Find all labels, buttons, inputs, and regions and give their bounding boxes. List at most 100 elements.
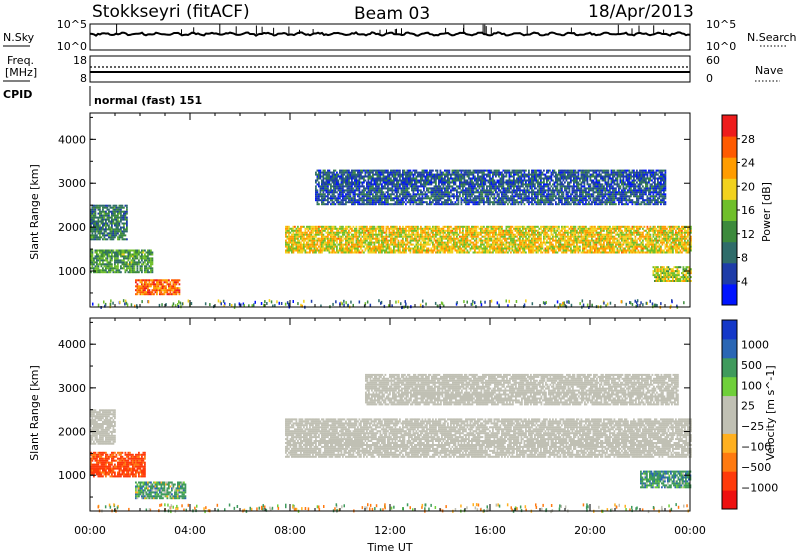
data-cell (378, 251, 380, 254)
data-cell (126, 204, 128, 207)
data-cell (363, 251, 365, 254)
data-cell (381, 237, 383, 240)
data-cell (91, 255, 94, 258)
data-cell (291, 239, 293, 242)
data-cell (388, 251, 391, 254)
data-cell (366, 227, 368, 230)
data-cell (397, 239, 400, 242)
data-cell (417, 227, 419, 230)
data-cell (369, 229, 371, 232)
data-cell (405, 227, 407, 230)
data-cell (366, 235, 368, 238)
data-cell (117, 267, 119, 270)
data-cell (90, 228, 92, 231)
data-cell (354, 171, 356, 174)
data-cell (352, 229, 355, 232)
data-cell (532, 247, 535, 250)
data-cell (445, 247, 448, 250)
data-cell (468, 251, 470, 254)
nsearch-tick-top: 10^5 (706, 18, 736, 31)
data-cell (367, 229, 370, 232)
data-cell (396, 177, 398, 180)
data-cell (102, 204, 104, 207)
data-cell (417, 243, 419, 246)
data-cell (411, 225, 413, 228)
data-cell (145, 251, 148, 254)
data-cell (111, 265, 113, 268)
data-cell (321, 241, 323, 244)
data-cell (478, 227, 481, 230)
data-cell (465, 247, 467, 250)
data-cell (411, 243, 413, 246)
data-cell (480, 231, 482, 234)
data-cell (351, 247, 353, 250)
data-cell (327, 229, 329, 232)
data-cell (400, 231, 403, 234)
data-cell (471, 237, 473, 240)
data-cell (315, 245, 317, 248)
data-cell (120, 210, 122, 213)
data-cell (385, 227, 388, 230)
data-cell (114, 206, 116, 209)
data-cell (492, 241, 494, 244)
data-cell (97, 265, 100, 268)
data-cell (424, 245, 427, 248)
data-cell (130, 249, 133, 252)
data-cell (456, 235, 458, 238)
data-cell (474, 247, 476, 250)
data-cell (655, 247, 658, 250)
data-cell (301, 235, 304, 238)
data-cell (96, 265, 98, 268)
data-cell (121, 216, 124, 219)
data-cell (162, 283, 164, 286)
data-cell (567, 229, 569, 232)
data-cell (396, 225, 398, 228)
data-cell (456, 241, 458, 244)
data-cell (147, 283, 149, 286)
data-cell (105, 204, 107, 207)
data-cell (442, 241, 445, 244)
data-cell (150, 253, 152, 256)
data-cell (385, 235, 388, 238)
data-cell (333, 233, 335, 236)
data-cell (487, 239, 490, 242)
data-cell (435, 231, 437, 234)
data-cell (334, 239, 337, 242)
data-cell (421, 227, 424, 230)
data-cell (132, 257, 134, 260)
data-cell (138, 259, 140, 262)
data-cell (315, 229, 317, 232)
data-cell (387, 225, 389, 228)
data-cell (421, 251, 424, 254)
data-cell (411, 231, 413, 234)
data-cell (94, 249, 97, 252)
data-cell (550, 231, 553, 234)
data-cell (547, 249, 550, 252)
data-cell (417, 249, 419, 252)
data-cell (465, 239, 467, 242)
data-cell (94, 232, 97, 235)
nsky-tick-bottom: 10^0 (57, 40, 87, 53)
data-cell (672, 235, 674, 238)
data-cell (106, 267, 109, 270)
data-cell (459, 245, 461, 248)
data-cell (388, 175, 391, 178)
data-cell (96, 236, 98, 239)
data-cell (414, 229, 416, 232)
data-cell (348, 225, 350, 228)
data-cell (142, 279, 145, 282)
data-cell (412, 229, 415, 232)
data-cell (475, 229, 478, 232)
data-cell (405, 229, 407, 232)
data-cell (315, 251, 317, 254)
data-cell (159, 287, 161, 290)
data-cell (348, 235, 350, 238)
data-cell (615, 229, 617, 232)
data-cell (394, 231, 397, 234)
data-cell (135, 289, 137, 292)
data-cell (372, 225, 374, 228)
data-cell (435, 235, 437, 238)
data-cell (559, 249, 562, 252)
data-cell (96, 261, 98, 264)
data-cell (447, 233, 449, 236)
